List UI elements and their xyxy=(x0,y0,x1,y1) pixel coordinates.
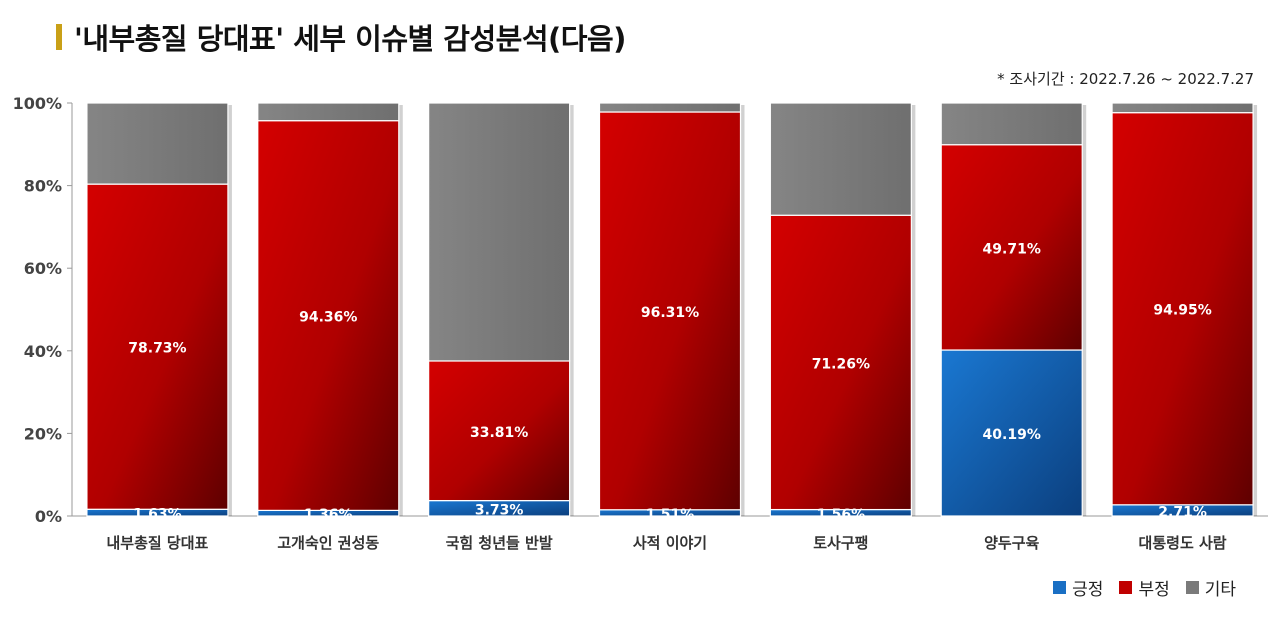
bar-segment-positive xyxy=(940,349,1083,517)
category-label: 토사구팽 xyxy=(813,534,868,552)
data-label-positive: 1.63% xyxy=(133,507,182,523)
legend-swatch-positive xyxy=(1053,581,1067,594)
y-tick-label: 80% xyxy=(24,177,62,196)
bar-segment-other xyxy=(598,102,742,113)
data-label-negative: 96.31% xyxy=(641,305,699,321)
bar-segment-negative xyxy=(86,183,229,510)
legend-item-negative: 부정 xyxy=(1119,575,1170,600)
legend-label-negative: 부정 xyxy=(1138,580,1170,600)
legend: 긍정 부정 기타 xyxy=(1053,575,1236,600)
bar-segment-other xyxy=(769,102,912,216)
category-label: 국힘 청년들 반발 xyxy=(446,534,553,552)
title-block: '내부총질 당대표' 세부 이슈별 감성분석(다음) xyxy=(56,16,626,58)
data-label-negative: 78.73% xyxy=(128,341,186,357)
data-label-positive: 2.71% xyxy=(1158,504,1207,520)
y-tick-label: 20% xyxy=(24,424,62,443)
y-tick-label: 60% xyxy=(24,259,62,278)
legend-label-positive: 긍정 xyxy=(1072,580,1104,600)
category-label: 대통령도 사람 xyxy=(1139,534,1227,552)
survey-period-note: * 조사기간 : 2022.7.26 ~ 2022.7.27 xyxy=(997,70,1254,88)
data-label-negative: 94.95% xyxy=(1153,303,1211,319)
bar-segment-other xyxy=(428,102,571,362)
category-label: 고개숙인 권성동 xyxy=(277,534,379,552)
category-label: 내부총질 당대표 xyxy=(107,534,209,552)
legend-item-positive: 긍정 xyxy=(1053,575,1103,600)
bar-segment-other xyxy=(1111,102,1254,114)
category-label: 양두구육 xyxy=(984,534,1039,552)
data-label-positive: 3.73% xyxy=(475,502,524,518)
y-tick-label: 0% xyxy=(35,507,62,526)
data-label-negative: 94.36% xyxy=(299,310,357,326)
data-label-negative: 49.71% xyxy=(983,241,1041,257)
bar-segment-negative xyxy=(428,360,571,502)
bar-segment-negative xyxy=(598,111,742,511)
bar-segment-other xyxy=(940,102,1083,146)
legend-label-other: 기타 xyxy=(1204,580,1236,600)
category-label: 사적 이야기 xyxy=(633,534,707,552)
data-label-negative: 71.26% xyxy=(812,356,870,372)
data-label-negative: 33.81% xyxy=(470,425,528,441)
data-label-positive: 1.56% xyxy=(817,507,866,523)
bar-segment-other xyxy=(257,102,400,122)
data-label-positive: 40.19% xyxy=(983,427,1041,443)
bar-segment-negative xyxy=(769,214,912,511)
bar-segment-negative xyxy=(940,144,1083,351)
bar-segment-negative xyxy=(1111,112,1254,506)
legend-item-other: 기타 xyxy=(1185,575,1236,600)
title-marker xyxy=(56,24,62,50)
y-tick-label: 100% xyxy=(13,94,62,113)
chart-title: '내부총질 당대표' 세부 이슈별 감성분석(다음) xyxy=(74,22,626,56)
data-label-positive: 1.36% xyxy=(304,507,353,523)
y-tick-label: 40% xyxy=(24,342,62,361)
legend-swatch-other xyxy=(1185,581,1199,594)
legend-swatch-negative xyxy=(1119,581,1133,594)
data-label-positive: 1.51% xyxy=(646,507,695,523)
bar-segment-other xyxy=(86,102,229,185)
